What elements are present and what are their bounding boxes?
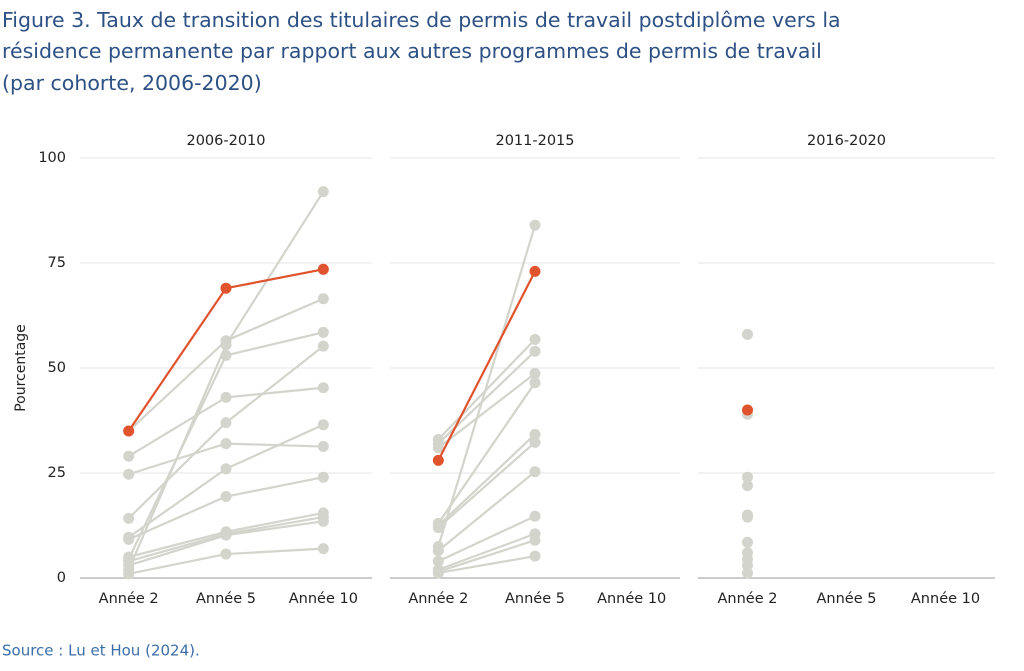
series-line — [437, 539, 536, 573]
point — [220, 282, 232, 294]
point — [529, 466, 541, 478]
x-tick-label: Année 10 — [597, 591, 666, 607]
x-tick-label: Année 2 — [408, 591, 468, 607]
point — [529, 534, 541, 546]
point — [317, 326, 329, 338]
point — [529, 367, 541, 379]
point — [432, 522, 444, 534]
point — [220, 491, 232, 503]
series-line — [437, 532, 536, 571]
point — [742, 471, 753, 483]
x-tick-label: Année 10 — [289, 591, 358, 607]
point — [432, 545, 444, 557]
series-line — [127, 191, 325, 571]
y-tick-label: 50 — [48, 360, 66, 376]
point — [742, 567, 753, 579]
point — [529, 510, 541, 522]
series-line — [437, 372, 536, 449]
series-line — [437, 433, 536, 527]
point — [123, 450, 135, 462]
y-tick-label: 0 — [57, 570, 66, 586]
point — [123, 568, 135, 580]
series-line — [438, 555, 536, 575]
point — [529, 428, 541, 440]
point — [123, 559, 135, 571]
series-line — [437, 441, 536, 529]
panel-title: 2016-2020 — [807, 133, 886, 149]
point — [123, 533, 135, 545]
point — [529, 550, 541, 562]
point — [123, 425, 135, 437]
point — [220, 438, 232, 450]
series-line — [437, 470, 536, 552]
point — [317, 419, 329, 431]
point — [317, 293, 329, 305]
point — [220, 529, 232, 541]
series-line — [437, 382, 536, 525]
point — [742, 511, 753, 523]
chart-title: (par cohorte, 2006-2020) — [2, 71, 262, 95]
point — [529, 345, 541, 357]
point — [432, 454, 444, 466]
point — [220, 339, 232, 351]
x-tick-label: Année 2 — [99, 591, 159, 607]
point — [432, 567, 444, 579]
point — [220, 349, 232, 361]
series-line — [437, 515, 536, 563]
point — [529, 377, 541, 389]
x-tick-label: Année 5 — [196, 591, 256, 607]
point — [529, 333, 541, 345]
point — [317, 543, 329, 555]
point — [529, 265, 541, 277]
x-tick-label: Année 5 — [505, 591, 565, 607]
panel-title: 2006-2010 — [186, 133, 265, 149]
point — [317, 441, 329, 453]
point — [529, 219, 541, 231]
x-tick-label: Année 2 — [718, 591, 778, 607]
point — [317, 186, 329, 198]
x-tick-label: Année 10 — [911, 591, 980, 607]
point — [432, 442, 444, 454]
y-axis-label: Pourcentage — [13, 324, 29, 412]
series-line — [437, 224, 537, 547]
y-tick-label: 100 — [38, 150, 66, 166]
point — [317, 515, 329, 527]
point — [742, 328, 753, 340]
point — [317, 263, 329, 275]
point — [220, 548, 232, 560]
point — [317, 382, 329, 394]
point — [742, 404, 753, 416]
point — [742, 480, 753, 492]
point — [317, 471, 329, 483]
series-line — [437, 270, 536, 461]
chart-title: Figure 3. Taux de transition des titulai… — [2, 8, 841, 32]
series-line — [437, 338, 536, 441]
panel-title: 2011-2015 — [495, 133, 574, 149]
point — [317, 340, 329, 352]
source: Source : Lu et Hou (2024). — [2, 642, 200, 660]
series-line — [127, 297, 324, 432]
y-tick-label: 25 — [48, 465, 66, 481]
y-tick-label: 75 — [48, 255, 66, 271]
point — [742, 536, 753, 548]
point — [123, 512, 135, 524]
point — [220, 391, 232, 403]
point — [220, 463, 232, 475]
chart-title: résidence permanente par rapport aux aut… — [2, 39, 822, 63]
x-tick-label: Année 5 — [817, 591, 877, 607]
point — [432, 555, 444, 567]
point — [529, 436, 541, 448]
point — [123, 468, 135, 480]
point — [742, 559, 753, 571]
point — [220, 417, 232, 429]
